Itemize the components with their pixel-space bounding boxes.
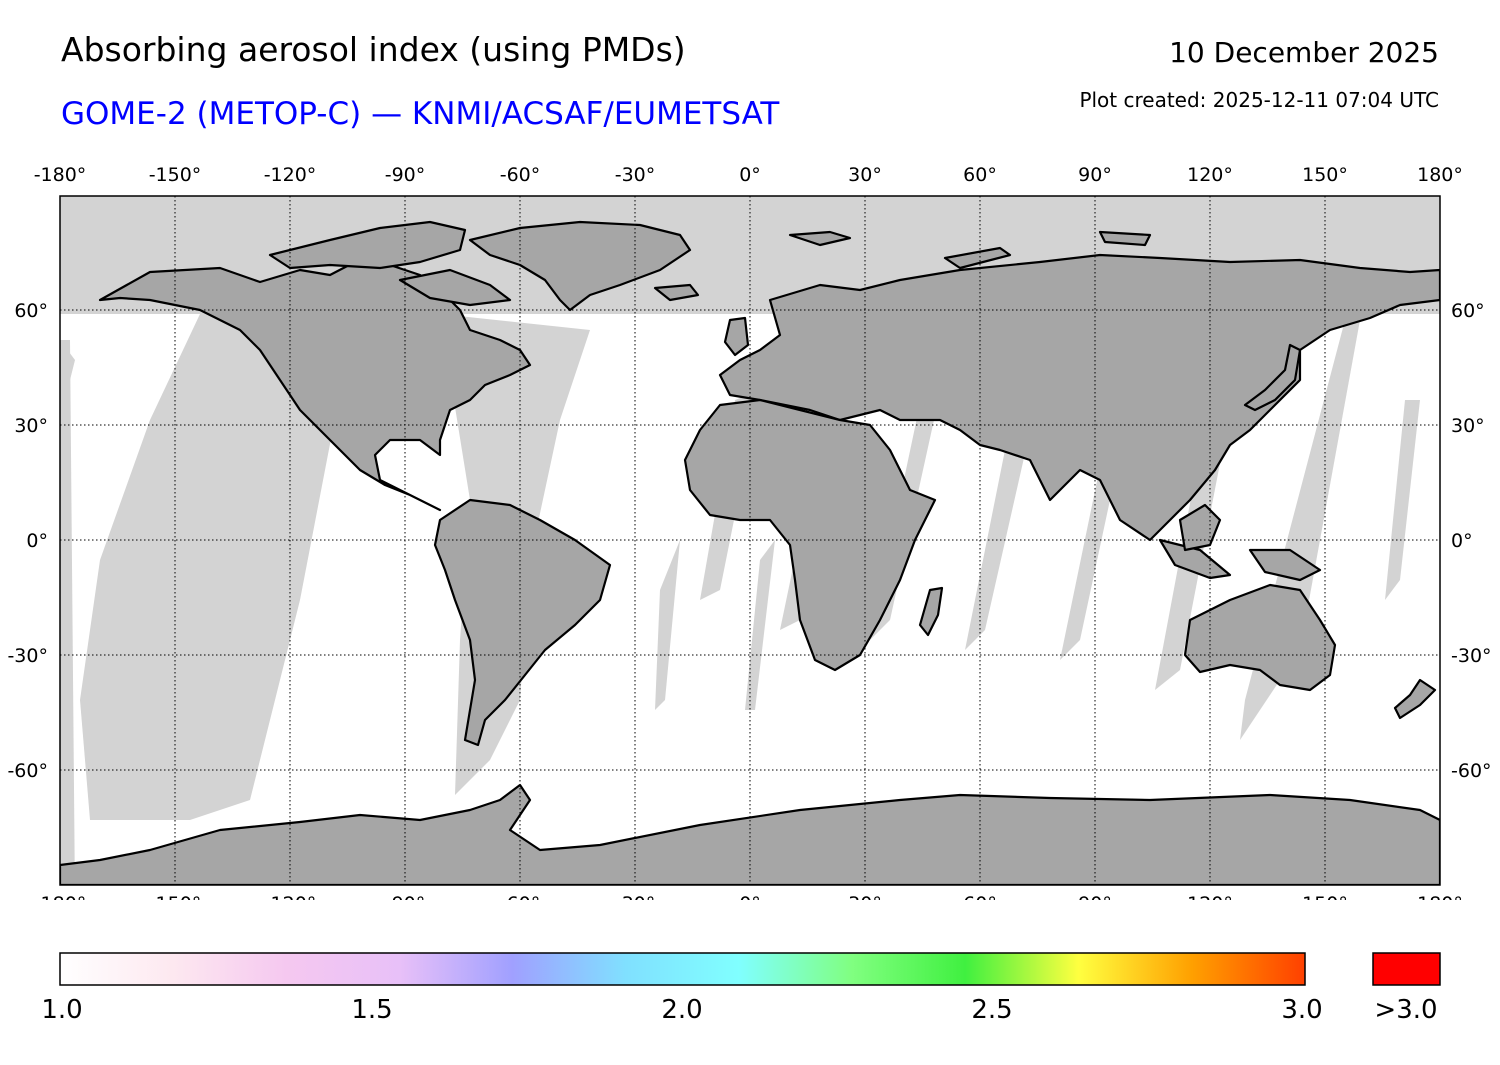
lon-tick-label: 0° [739, 164, 761, 186]
lon-tick-label: 30° [848, 893, 882, 900]
map-area [60, 196, 1440, 885]
landmass-new-guinea [1248, 548, 1322, 582]
lon-tick-label: 60° [963, 893, 997, 900]
page-subtitle: GOME-2 (METOP-C) — KNMI/ACSAF/EUMETSAT [61, 96, 780, 132]
lon-tick-label: 90° [1078, 164, 1112, 186]
lat-tick-label: 0° [1451, 530, 1473, 552]
lon-tick-label: -60° [500, 893, 541, 900]
lat-tick-label: 30° [14, 415, 48, 437]
lon-tick-label: 150° [1302, 164, 1348, 186]
lat-tick-label: -30° [7, 645, 48, 667]
axis-tick-labels: -180° -180° -150° -150° -120° -120° -90° -90° -6… [7, 164, 1491, 900]
landmass-svalbard [788, 230, 852, 247]
lon-tick-label: 90° [1078, 893, 1112, 900]
colorbar-tick-label: 2.0 [661, 995, 703, 1025]
lon-tick-label: 120° [1187, 893, 1233, 900]
landmass-south-america [433, 498, 612, 747]
lon-tick-label: -150° [149, 893, 202, 900]
landmass-europe-asia [718, 253, 1440, 542]
lat-tick-label: 60° [14, 300, 48, 322]
colorbar-over-box [1372, 952, 1441, 986]
landmass-madagascar [918, 586, 944, 637]
lon-tick-label: 60° [963, 164, 997, 186]
landmass-novaya-zemlya [943, 246, 1012, 270]
lon-tick-label: -30° [615, 164, 656, 186]
lat-tick-label: 30° [1451, 415, 1485, 437]
lon-tick-label: 180° [1417, 893, 1463, 900]
lon-tick-label: -180° [34, 893, 87, 900]
graticule [60, 196, 1440, 885]
lat-tick-label: -30° [1451, 645, 1492, 667]
lon-tick-label: 180° [1417, 164, 1463, 186]
colorbar [59, 952, 1441, 986]
plot-created-label: Plot created: 2025-12-11 07:04 UTC [1079, 88, 1439, 112]
landmass-uk [723, 316, 750, 357]
lon-tick-label: -30° [615, 893, 656, 900]
lon-tick-label: 30° [848, 164, 882, 186]
lon-tick-label: 0° [739, 893, 761, 900]
lat-tick-label: 60° [1451, 300, 1485, 322]
colorbar-over-label: >3.0 [1374, 995, 1438, 1025]
landmass-arctic-archipelago [268, 220, 467, 270]
landmass-japan [1243, 343, 1302, 412]
lon-tick-label: 150° [1302, 893, 1348, 900]
date-label: 10 December 2025 [1169, 36, 1439, 69]
colorbar-tick-label: 2.5 [971, 995, 1013, 1025]
lon-tick-label: -150° [149, 164, 202, 186]
lat-tick-label: 0° [26, 530, 48, 552]
lon-tick-label: -60° [500, 164, 541, 186]
colorbar-gradient [59, 952, 1306, 986]
lat-tick-label: -60° [1451, 760, 1492, 782]
landmass-australia [1183, 583, 1337, 692]
colorbar-tick-label: 3.0 [1281, 995, 1323, 1025]
lon-tick-label: 120° [1187, 164, 1233, 186]
colorbar-tick-label: 1.5 [351, 995, 393, 1025]
lon-tick-label: -120° [264, 164, 317, 186]
landmass-new-siberian-islands [1098, 230, 1152, 247]
lon-tick-label: -180° [34, 164, 87, 186]
map-frame [59, 195, 1441, 886]
map-panel: -180° -180° -150° -150° -120° -120° -90° -90° -6… [7, 164, 1491, 900]
landmass-baffin-island [398, 268, 512, 307]
colorbar-tick-label: 1.0 [41, 995, 83, 1025]
lat-tick-label: -60° [7, 760, 48, 782]
landmass-new-zealand [1393, 678, 1437, 720]
lon-tick-label: -90° [385, 164, 426, 186]
lon-tick-label: -120° [264, 893, 317, 900]
landmass-iceland [653, 283, 700, 302]
page-title: Absorbing aerosol index (using PMDs) [61, 30, 686, 69]
lon-tick-label: -90° [385, 893, 426, 900]
